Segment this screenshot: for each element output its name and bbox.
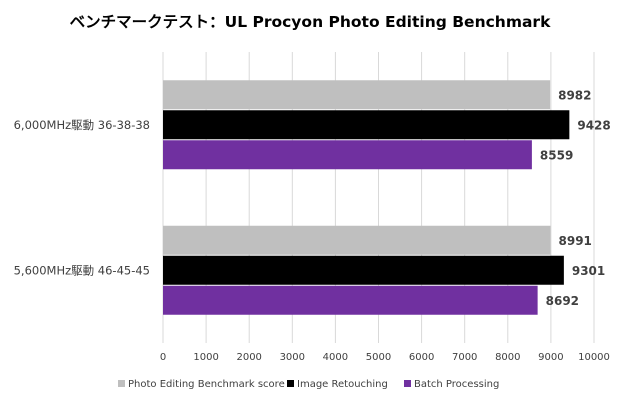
data-label: 8982 (558, 88, 591, 102)
data-label: 9301 (572, 264, 605, 278)
legend-entry: Batch Processing (414, 379, 499, 390)
legend-swatch (404, 380, 411, 387)
data-label: 8692 (546, 294, 579, 308)
category-label: 6,000MHz駆動 36-38-38 (14, 118, 150, 132)
x-tick-label: 6000 (409, 352, 434, 363)
x-tick-label: 5000 (366, 352, 391, 363)
data-label: 9428 (577, 118, 610, 132)
data-labels: 8982 9428 8559 8991 9301 8692 (540, 88, 611, 308)
x-tick-label: 2000 (236, 352, 261, 363)
x-tick-label: 8000 (495, 352, 520, 363)
data-label: 8991 (559, 234, 592, 248)
x-tick-label: 10000 (578, 352, 610, 363)
bar (163, 80, 551, 110)
x-tick-label: 0 (160, 352, 166, 363)
legend-entry: Image Retouching (297, 379, 388, 390)
x-axis-ticks: 0 1000 2000 3000 4000 5000 6000 7000 8000 9000 100… (160, 352, 610, 363)
data-label: 8559 (540, 148, 573, 162)
x-tick-label: 1000 (193, 352, 218, 363)
bars (163, 80, 570, 315)
x-tick-label: 3000 (280, 352, 305, 363)
category-labels: 6,000MHz駆動 36-38-38 5,600MHz駆動 46-45-45 (14, 118, 150, 278)
bar (163, 140, 532, 170)
legend: Photo Editing Benchmark score Image Retou… (118, 379, 499, 390)
legend-entry: Photo Editing Benchmark score (128, 379, 285, 390)
chart-title: ベンチマークテスト：UL Procyon Photo Editing Bench… (69, 13, 551, 31)
x-tick-label: 7000 (452, 352, 477, 363)
category-label: 5,600MHz駆動 46-45-45 (14, 263, 150, 277)
bar (163, 110, 570, 140)
bar (163, 225, 551, 255)
bar (163, 255, 564, 285)
x-tick-label: 9000 (538, 352, 563, 363)
legend-swatch (287, 380, 294, 387)
legend-swatch (118, 380, 125, 387)
x-tick-label: 4000 (323, 352, 348, 363)
bar (163, 285, 538, 315)
